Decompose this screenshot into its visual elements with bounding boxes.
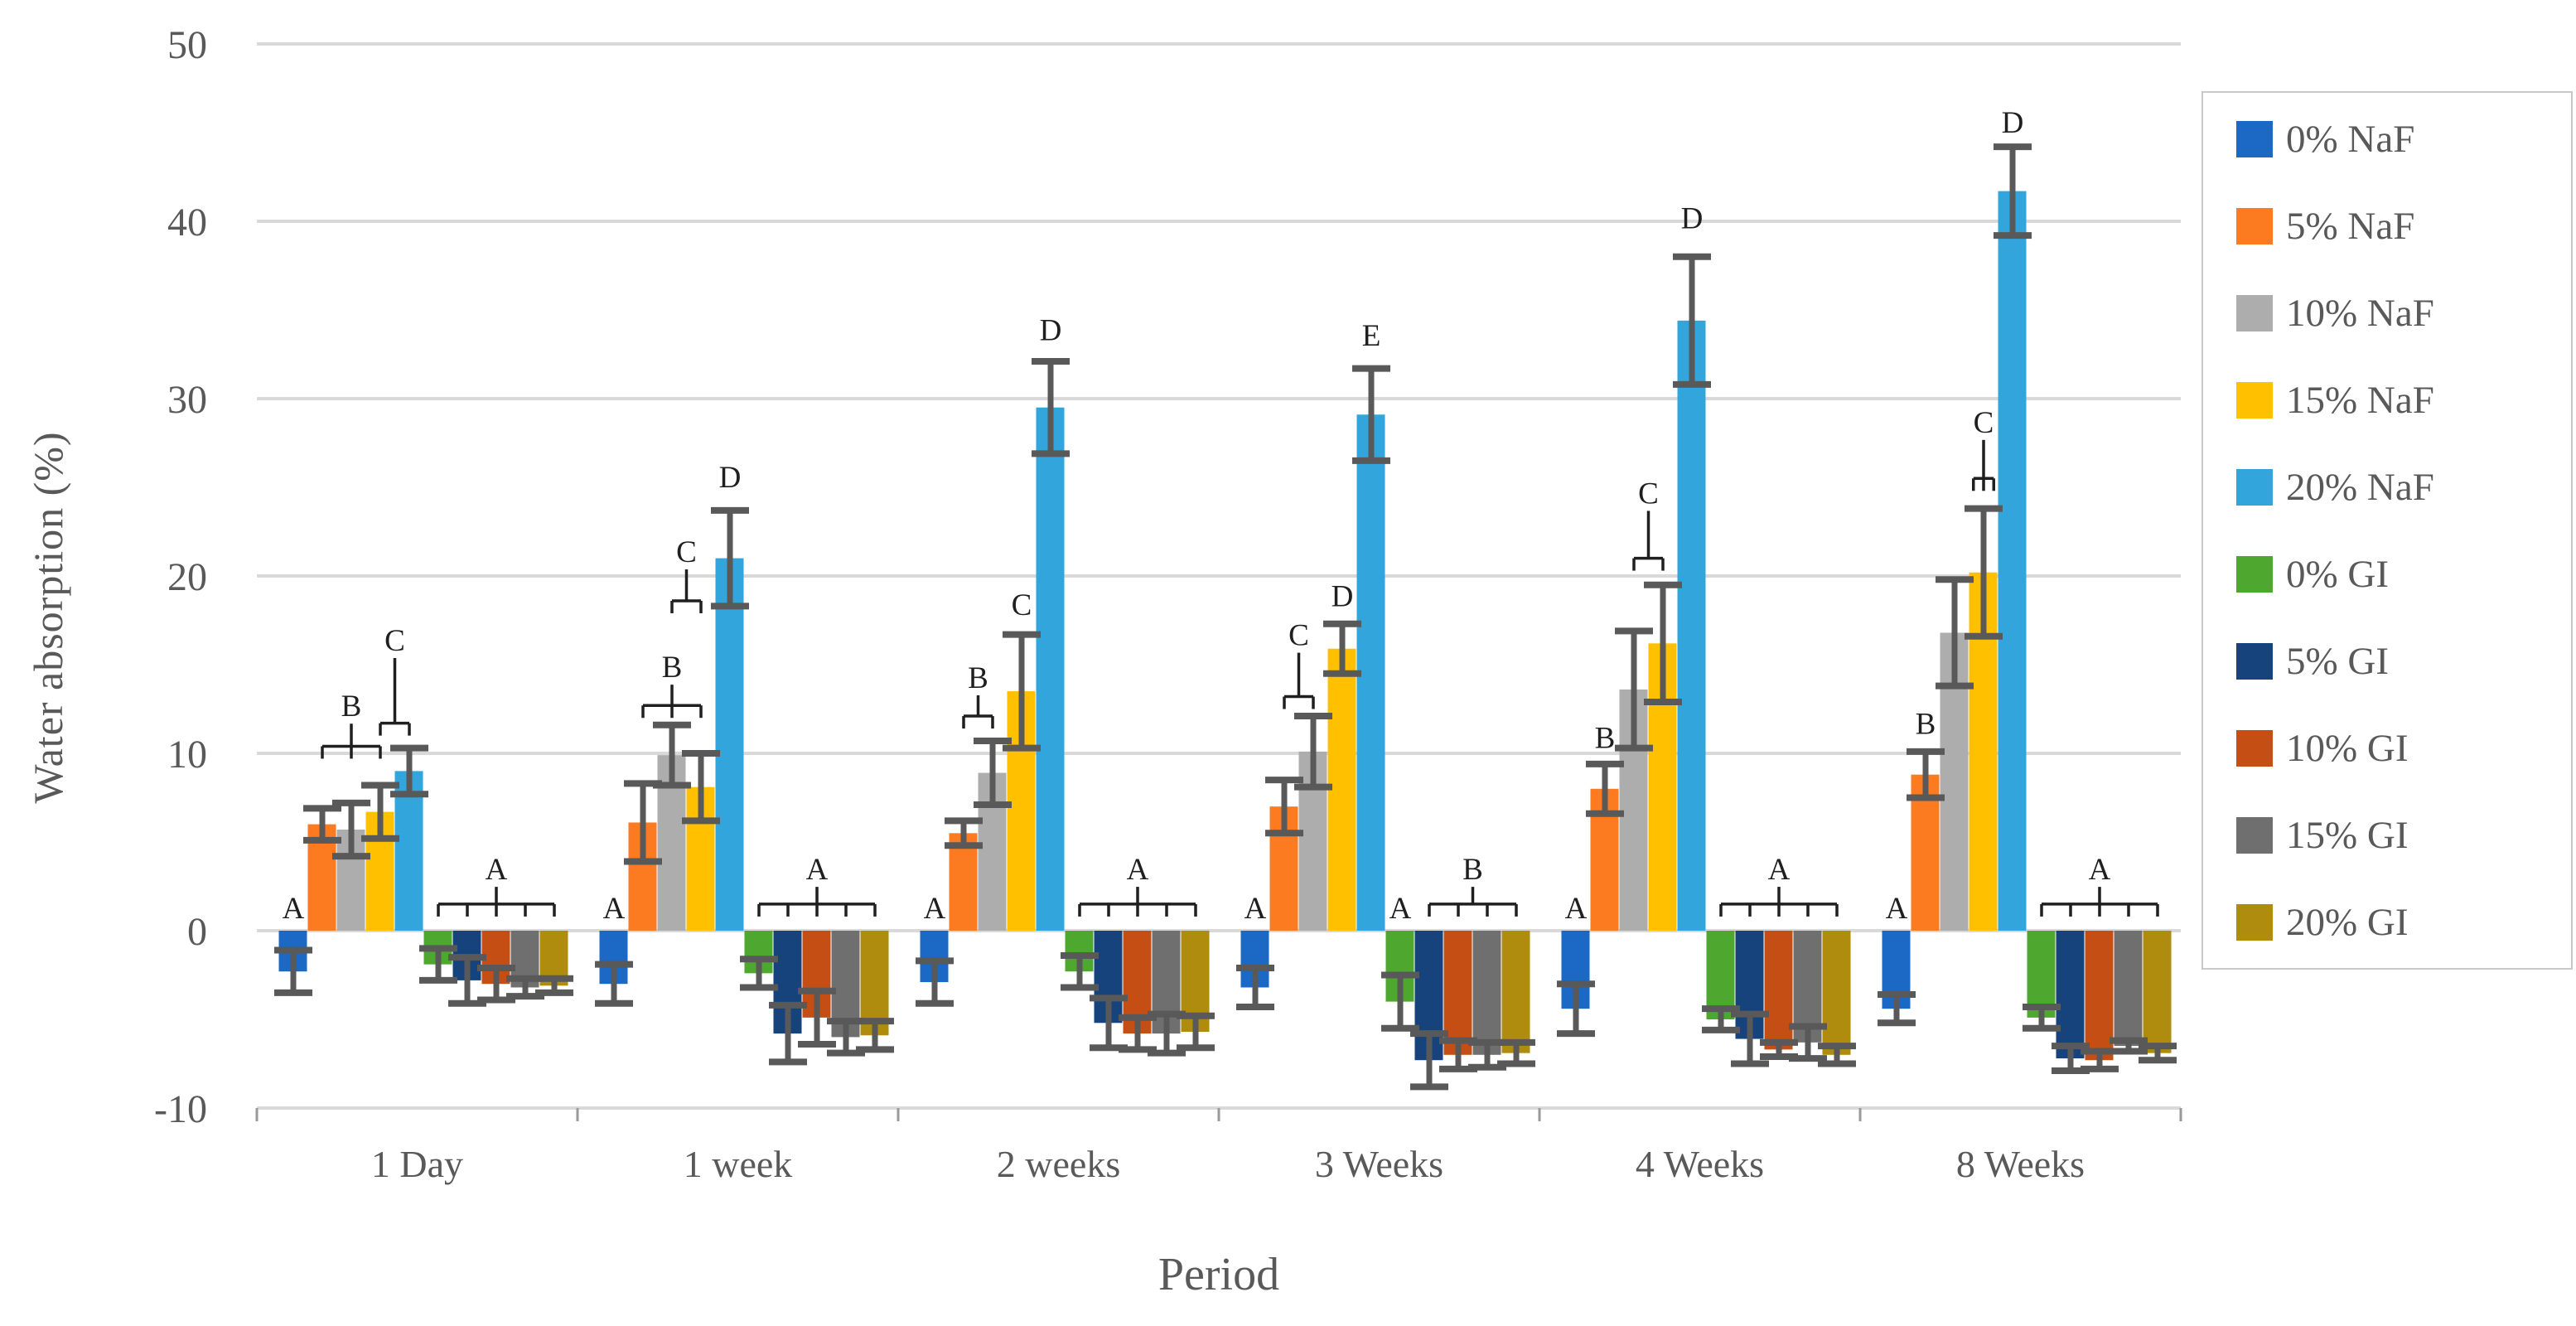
significance-letter: C [1638,477,1659,511]
x-axis-title: Period [1158,1249,1280,1300]
significance-letter: D [1040,314,1062,348]
bar-20-naf [1036,407,1065,931]
significance-letter: B [1595,722,1616,756]
significance-letter: C [384,624,405,658]
x-tick-label: 4 Weeks [1636,1143,1764,1185]
legend-swatch-icon [2236,555,2273,593]
legend-swatch-icon [2236,468,2273,506]
significance-letter: D [719,461,742,495]
significance-letter: C [1974,406,1994,440]
legend-label: 20% GI [2286,900,2409,944]
y-tick-label: 50 [167,23,207,67]
legend-item-10-gi: 10% GI [2203,704,2571,791]
legend-item-0-naf: 0% NaF [2203,95,2571,182]
legend-label: 5% NaF [2286,204,2415,248]
y-tick-label: 20 [167,555,207,599]
x-tick-label: 1 Day [371,1143,463,1185]
y-tick-label: 40 [167,201,207,244]
legend-swatch-icon [2236,903,2273,941]
legend-item-5-naf: 5% NaF [2203,182,2571,269]
legend-label: 10% NaF [2286,291,2434,335]
legend-swatch-icon [2236,207,2273,244]
significance-letter: A [283,892,305,926]
bar-20-naf [1356,414,1385,931]
bar-15-gi [1472,931,1501,1055]
significance-letter: A [603,892,626,926]
significance-letter: B [968,661,988,695]
significance-letter: A [924,892,946,926]
legend-item-5-gi: 5% GI [2203,617,2571,704]
significance-letter: D [1331,580,1354,614]
legend-item-0-gi: 0% GI [2203,530,2571,617]
legend-item-15-gi: 15% GI [2203,791,2571,878]
bar-20-naf [1998,191,2027,931]
y-tick-label: 30 [167,378,207,422]
significance-letter: B [1916,708,1936,742]
significance-letter: A [1768,853,1791,887]
significance-letter: A [486,853,508,887]
legend-swatch-icon [2236,816,2273,854]
bar-5-gi [2056,931,2085,1059]
legend-label: 0% NaF [2286,117,2415,161]
significance-letter: C [676,535,697,569]
legend-label: 20% NaF [2286,465,2434,509]
bar-15-naf [1327,648,1356,931]
legend-swatch-icon [2236,729,2273,767]
significance-letter: A [1245,892,1267,926]
bar-20-naf [394,771,423,931]
bar-20-gi [2143,931,2172,1053]
legend-label: 15% NaF [2286,378,2434,422]
significance-letter: B [341,690,362,723]
x-tick-label: 2 weeks [997,1143,1120,1185]
bar-15-gi [2114,931,2143,1047]
legend-label: 10% GI [2286,726,2409,770]
legend-label: 5% GI [2286,639,2389,683]
legend-swatch-icon [2236,294,2273,332]
legend-swatch-icon [2236,120,2273,157]
y-tick-label: 0 [187,910,207,954]
bar-20-naf [1677,320,1706,932]
bar-0-gi [2027,931,2056,1018]
bar-10-gi [2085,931,2114,1061]
bar-20-gi [1822,931,1851,1055]
legend: 0% NaF 5% NaF 10% NaF 15% NaF 20% NaF 0% GI 5%… [2201,91,2573,970]
significance-letter: A [1886,892,1908,926]
significance-letter: A [806,853,829,887]
significance-letter: B [1462,853,1483,887]
legend-label: 0% GI [2286,552,2389,596]
significance-letter: E [1362,319,1381,353]
legend-item-15-naf: 15% NaF [2203,356,2571,443]
bar-20-naf [715,558,744,931]
significance-letter: B [662,651,683,685]
legend-item-10-naf: 10% NaF [2203,269,2571,356]
bar-0-gi [1706,931,1735,1019]
y-tick-label: -10 [154,1087,207,1131]
legend-label: 15% GI [2286,813,2409,857]
legend-item-20-gi: 20% GI [2203,878,2571,965]
bar-20-gi [1501,931,1530,1053]
significance-letter: A [1389,892,1412,926]
significance-letter: C [1012,588,1032,622]
x-tick-label: 1 week [684,1143,793,1185]
bar-5-naf [949,833,978,931]
significance-letter: D [2002,106,2024,140]
bar-10-gi [1443,931,1472,1055]
legend-swatch-icon [2236,381,2273,419]
legend-item-20-naf: 20% NaF [2203,443,2571,530]
y-axis-title: Water absorption (%) [25,431,71,804]
significance-letter: D [1681,202,1704,236]
significance-letter: C [1288,619,1309,653]
x-tick-label: 3 Weeks [1315,1143,1443,1185]
legend-swatch-icon [2236,642,2273,680]
bar-10-gi [1764,931,1793,1050]
y-tick-label: 10 [167,733,207,777]
significance-letter: A [1565,892,1588,926]
significance-letter: A [2089,853,2111,887]
x-tick-label: 8 Weeks [1956,1143,2085,1185]
significance-letter: A [1127,853,1149,887]
